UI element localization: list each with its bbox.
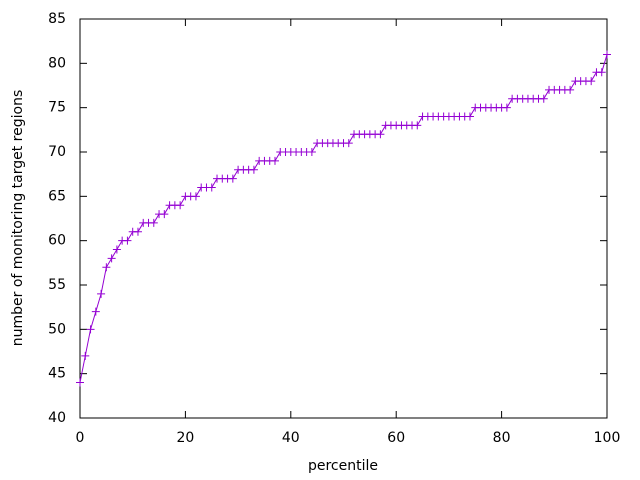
point-marker [107, 254, 116, 263]
y-tick-label: 60 [48, 233, 66, 249]
point-marker [91, 307, 100, 316]
point-marker [97, 289, 106, 298]
point-marker [102, 263, 111, 272]
point-marker [270, 156, 279, 165]
point-marker [149, 218, 158, 227]
point-marker [160, 210, 169, 219]
point-marker [133, 227, 142, 236]
x-tick-label: 0 [76, 430, 85, 446]
point-marker [112, 245, 121, 254]
point-marker [228, 174, 237, 183]
x-tick-label: 40 [282, 430, 300, 446]
point-marker [207, 183, 216, 192]
point-marker [413, 121, 422, 130]
point-marker [86, 325, 95, 334]
y-tick-label: 45 [48, 366, 66, 382]
point-marker [81, 351, 90, 360]
y-tick-label: 40 [48, 410, 66, 426]
point-marker [539, 94, 548, 103]
point-marker [123, 236, 132, 245]
point-marker [566, 85, 575, 94]
x-tick-label: 100 [594, 430, 621, 446]
point-marker [376, 130, 385, 139]
x-tick-label: 80 [493, 430, 511, 446]
point-marker [249, 165, 258, 174]
series-line [79, 54, 608, 383]
point-marker [191, 192, 200, 201]
point-marker [307, 148, 316, 156]
y-tick-label: 55 [48, 277, 66, 293]
y-tick-label: 65 [48, 188, 66, 204]
point-marker [597, 68, 606, 77]
plot-frame [79, 18, 608, 419]
point-marker [603, 50, 611, 59]
point-marker [465, 112, 474, 121]
point-marker [176, 201, 185, 210]
point-marker [76, 378, 84, 387]
x-tick-label: 60 [387, 430, 405, 446]
y-tick-label: 50 [48, 321, 66, 337]
x-tick-label: 20 [176, 430, 194, 446]
x-axis-label: percentile [308, 458, 378, 474]
point-marker [344, 139, 353, 148]
y-axis-label: number of monitoring target regions [10, 90, 26, 347]
point-marker [587, 77, 596, 86]
y-tick-label: 70 [48, 144, 66, 160]
y-tick-label: 80 [48, 55, 66, 71]
y-tick-label: 85 [48, 11, 66, 27]
y-tick-label: 75 [48, 100, 66, 116]
point-marker [502, 103, 511, 112]
